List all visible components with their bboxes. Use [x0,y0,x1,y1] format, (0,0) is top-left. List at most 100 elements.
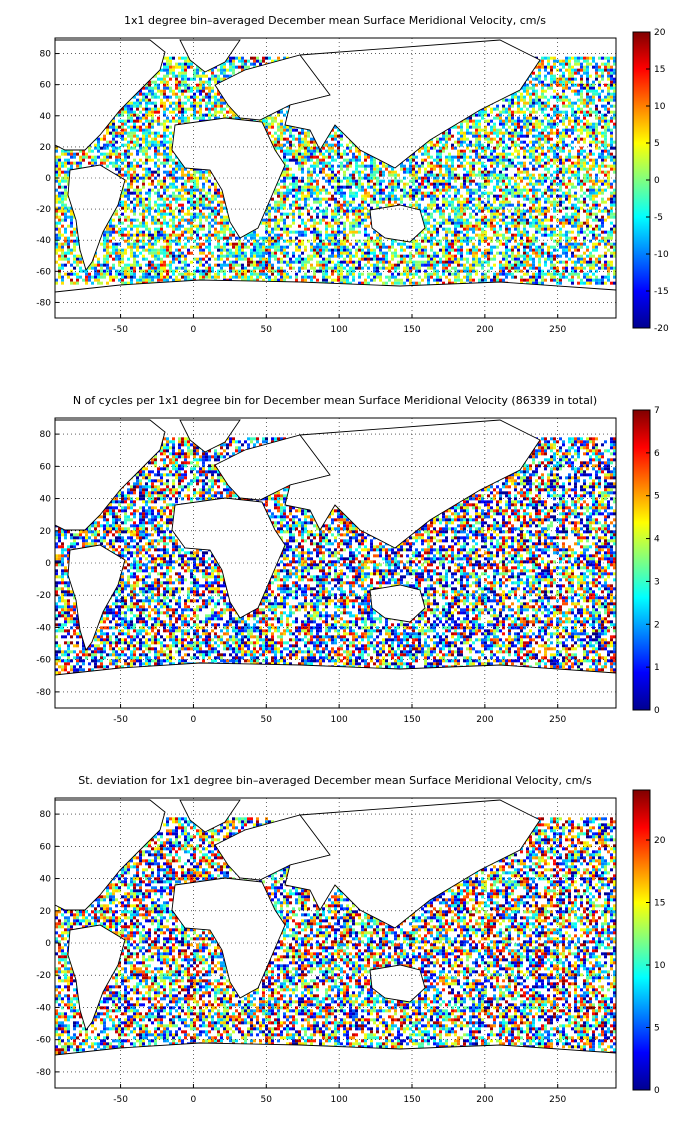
bin-cell [604,140,607,144]
bin-cell [565,86,568,90]
bin-cell [301,140,304,144]
bin-cell [163,146,166,150]
bin-cell [172,65,175,69]
bin-cell [478,143,481,147]
bin-cell [445,131,448,135]
bin-cell [346,167,349,171]
bin-cell [241,68,244,72]
bin-cell [508,119,511,123]
bin-cell [529,173,532,177]
bin-cell [508,134,511,138]
bin-cell [106,155,109,159]
bin-cell [454,140,457,144]
bin-cell [529,128,532,132]
bin-cell [568,101,571,105]
bin-cell [166,56,169,60]
bin-cell [229,110,232,114]
bin-cell [199,116,202,120]
bin-cell [514,173,517,177]
bin-cell [151,113,154,117]
bin-cell [439,173,442,177]
bin-cell [121,137,124,141]
bin-cell [601,164,604,168]
bin-cell [550,107,553,111]
bin-cell [337,149,340,153]
bin-cell [556,83,559,87]
bin-cell [277,137,280,141]
bin-cell [172,71,175,75]
bin-cell [583,68,586,72]
bin-cell [187,65,190,69]
bin-cell [571,104,574,108]
bin-cell [472,131,475,135]
bin-cell [538,152,541,156]
bin-cell [184,59,187,63]
bin-cell [514,143,517,147]
bin-cell [529,86,532,90]
bin-cell [529,140,532,144]
bin-cell [502,140,505,144]
bin-cell [592,167,595,171]
bin-cell [550,122,553,126]
bin-cell [613,68,616,72]
bin-cell [613,113,616,117]
bin-cell [169,131,172,135]
bin-cell [286,149,289,153]
bin-cell [541,110,544,114]
bin-cell [535,95,538,99]
bin-cell [151,122,154,126]
bin-cell [259,119,262,123]
bin-cell [526,122,529,126]
bin-cell [454,167,457,171]
bin-cell [181,113,184,117]
bin-cell [529,80,532,84]
bin-cell [208,92,211,96]
bin-cell [286,128,289,132]
bin-cell [574,71,577,75]
bin-cell [313,164,316,168]
bin-cell [373,167,376,171]
bin-cell [373,164,376,168]
bin-cell [436,137,439,141]
bin-cell [448,155,451,159]
bin-cell [58,158,61,162]
bin-cell [379,167,382,171]
bin-cell [181,83,184,87]
bin-cell [178,83,181,87]
bin-cell [466,131,469,135]
bin-cell [574,122,577,126]
bin-cell [124,131,127,135]
bin-cell [553,161,556,165]
bin-cell [376,170,379,174]
bin-cell [553,146,556,150]
bin-cell [586,152,589,156]
bin-cell [106,128,109,132]
bin-cell [55,146,58,150]
bin-cell [172,92,175,96]
bin-cell [475,143,478,147]
bin-cell [217,68,220,72]
bin-cell [364,158,367,162]
bin-cell [157,71,160,75]
bin-cell [232,62,235,66]
bin-cell [193,113,196,117]
bin-cell [565,98,568,102]
bin-cell [313,146,316,150]
bin-cell [190,62,193,66]
bin-cell [190,167,193,171]
bin-cell [583,110,586,114]
bin-cell [196,65,199,69]
bin-cell [322,146,325,150]
bin-cell [538,140,541,144]
bin-cell [82,155,85,159]
bin-cell [103,134,106,138]
bin-cell [517,98,520,102]
bin-cell [181,56,184,60]
bin-cell [523,161,526,165]
bin-cell [193,98,196,102]
bin-cell [553,74,556,78]
bin-cell [301,143,304,147]
bin-cell [139,137,142,141]
bin-cell [115,134,118,138]
bin-cell [184,101,187,105]
